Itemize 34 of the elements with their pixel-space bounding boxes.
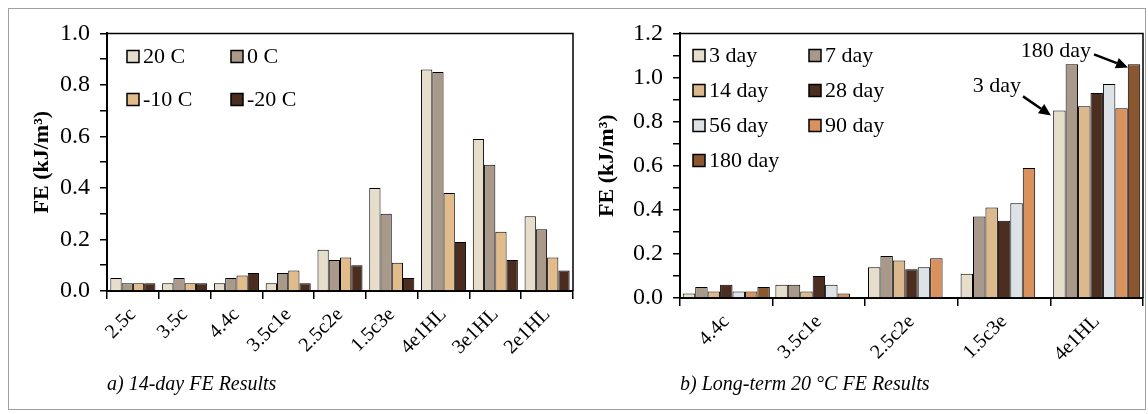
y-tick-label: 0.4 [60, 173, 90, 200]
y-tick-label: 0.0 [60, 276, 90, 303]
legend-label: 0 C [247, 43, 279, 69]
y-tick-label: 0.8 [633, 106, 663, 133]
legend-label: 3 day [709, 42, 758, 68]
y-axis-title: FE (kJ/m³) [27, 110, 53, 214]
legend-label: 28 day [825, 77, 885, 103]
annotation: 3 day [972, 72, 1021, 98]
text: b) Long-term 20 °C FE Results [680, 371, 930, 395]
annotation: 180 day [1020, 37, 1091, 63]
legend-label: -10 C [143, 86, 193, 112]
y-tick-label: 0.4 [633, 195, 663, 222]
y-tick-label: 0.8 [60, 70, 90, 97]
legend-label: 7 day [825, 42, 874, 68]
y-tick-label: 1.2 [633, 18, 663, 45]
y-tick-label: 1.0 [633, 62, 663, 89]
legend-label: 90 day [825, 112, 885, 138]
text: a) 14-day FE Results [107, 371, 277, 395]
y-tick-label: 0.6 [633, 151, 663, 177]
y-tick-label: 0.2 [60, 224, 90, 251]
x-tick-label: 4.4c [693, 309, 733, 349]
legend-label: 180 day [709, 147, 780, 173]
legend-label: 14 day [709, 77, 769, 103]
y-tick-label: 0.2 [633, 239, 663, 266]
x-tick-label: 4.4c [203, 302, 244, 342]
x-tick-label: 2.5c [99, 302, 140, 342]
y-tick-label: 1.0 [60, 18, 90, 45]
y-tick-label: 0.0 [633, 283, 663, 310]
legend-label: -20 C [247, 86, 297, 112]
legend-label: 20 C [143, 43, 186, 69]
y-tick-label: 0.6 [60, 121, 90, 148]
legend-label: 56 day [709, 112, 769, 138]
y-axis-title: FE (kJ/m³) [592, 114, 618, 217]
x-tick-label: 3.5c [151, 302, 192, 342]
